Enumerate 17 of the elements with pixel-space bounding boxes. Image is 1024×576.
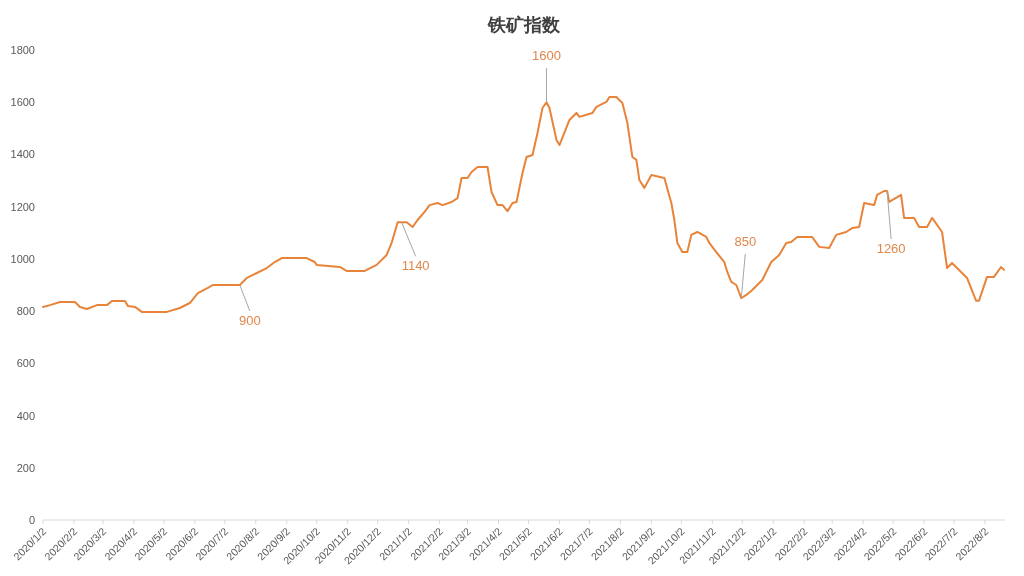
y-tick-label: 1200 [10,200,35,213]
y-tick-label: 1400 [10,148,35,161]
annotation: 900 [238,313,261,328]
y-tick-label: 200 [16,461,35,474]
line-series [42,96,1005,313]
y-tick-label: 1000 [10,252,35,265]
annotation: 1260 [876,241,906,256]
annotation: 1600 [532,48,561,64]
y-tick-label: 600 [16,357,35,370]
y-tick-label: 800 [16,305,35,318]
annotation: 1140 [401,258,430,274]
y-tick-label: 1600 [10,96,35,109]
chart-title: 铁矿指数 [487,15,561,35]
y-tick-label: 1800 [10,44,35,56]
y-tick-label: 400 [16,409,35,422]
annotation: 850 [734,234,757,250]
y-tick-label: 0 [28,514,35,526]
